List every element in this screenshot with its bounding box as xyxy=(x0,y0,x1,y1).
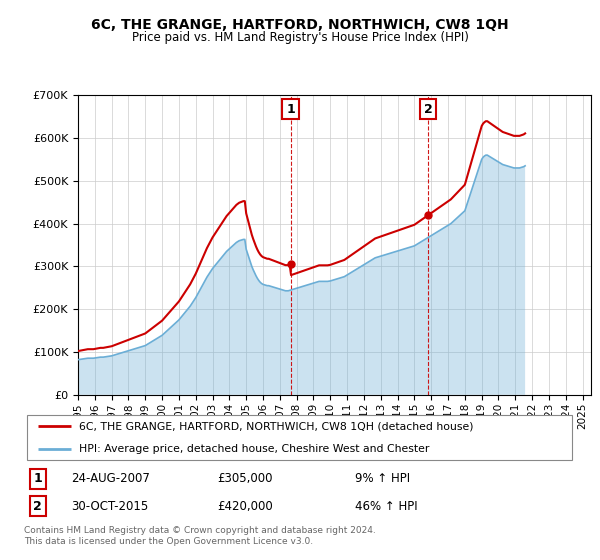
Text: HPI: Average price, detached house, Cheshire West and Chester: HPI: Average price, detached house, Ches… xyxy=(79,444,430,454)
FancyBboxPatch shape xyxy=(27,415,572,460)
Text: 9% ↑ HPI: 9% ↑ HPI xyxy=(355,472,410,486)
Text: 6C, THE GRANGE, HARTFORD, NORTHWICH, CW8 1QH: 6C, THE GRANGE, HARTFORD, NORTHWICH, CW8… xyxy=(91,18,509,32)
Text: £305,000: £305,000 xyxy=(217,472,272,486)
Text: 1: 1 xyxy=(34,472,42,486)
Text: 24-AUG-2007: 24-AUG-2007 xyxy=(71,472,150,486)
Text: Price paid vs. HM Land Registry's House Price Index (HPI): Price paid vs. HM Land Registry's House … xyxy=(131,31,469,44)
Text: 46% ↑ HPI: 46% ↑ HPI xyxy=(355,500,418,513)
Text: 2: 2 xyxy=(34,500,42,513)
Text: £420,000: £420,000 xyxy=(217,500,273,513)
Text: 1: 1 xyxy=(286,102,295,116)
Text: 6C, THE GRANGE, HARTFORD, NORTHWICH, CW8 1QH (detached house): 6C, THE GRANGE, HARTFORD, NORTHWICH, CW8… xyxy=(79,421,474,431)
Text: Contains HM Land Registry data © Crown copyright and database right 2024.
This d: Contains HM Land Registry data © Crown c… xyxy=(24,526,376,546)
Text: 2: 2 xyxy=(424,102,433,116)
Text: 30-OCT-2015: 30-OCT-2015 xyxy=(71,500,148,513)
